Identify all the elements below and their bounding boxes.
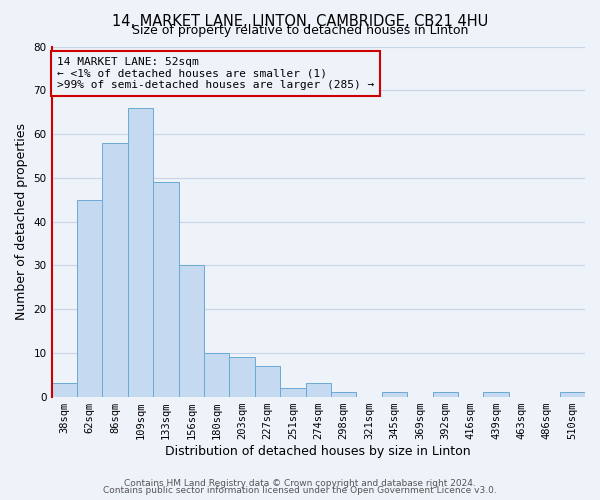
Bar (484, 392, 509, 396)
Text: Contains HM Land Registry data © Crown copyright and database right 2024.: Contains HM Land Registry data © Crown c… (124, 478, 476, 488)
Bar (229, 357, 255, 397)
X-axis label: Distribution of detached houses by size in Linton: Distribution of detached houses by size … (166, 444, 471, 458)
Bar (52, 384, 77, 396)
Bar (179, 266, 204, 396)
Bar (103, 143, 128, 397)
Bar (153, 182, 179, 396)
Bar (305, 384, 331, 396)
Bar (204, 353, 229, 397)
Y-axis label: Number of detached properties: Number of detached properties (15, 123, 28, 320)
Text: Size of property relative to detached houses in Linton: Size of property relative to detached ho… (132, 24, 468, 37)
Bar (77, 200, 103, 396)
Bar (331, 392, 356, 396)
Bar (255, 366, 280, 396)
Bar (280, 388, 305, 396)
Bar (128, 108, 153, 397)
Bar (433, 392, 458, 396)
Bar (382, 392, 407, 396)
Text: 14, MARKET LANE, LINTON, CAMBRIDGE, CB21 4HU: 14, MARKET LANE, LINTON, CAMBRIDGE, CB21… (112, 14, 488, 29)
Text: 14 MARKET LANE: 52sqm
← <1% of detached houses are smaller (1)
>99% of semi-deta: 14 MARKET LANE: 52sqm ← <1% of detached … (57, 57, 374, 90)
Bar (560, 392, 585, 396)
Text: Contains public sector information licensed under the Open Government Licence v3: Contains public sector information licen… (103, 486, 497, 495)
